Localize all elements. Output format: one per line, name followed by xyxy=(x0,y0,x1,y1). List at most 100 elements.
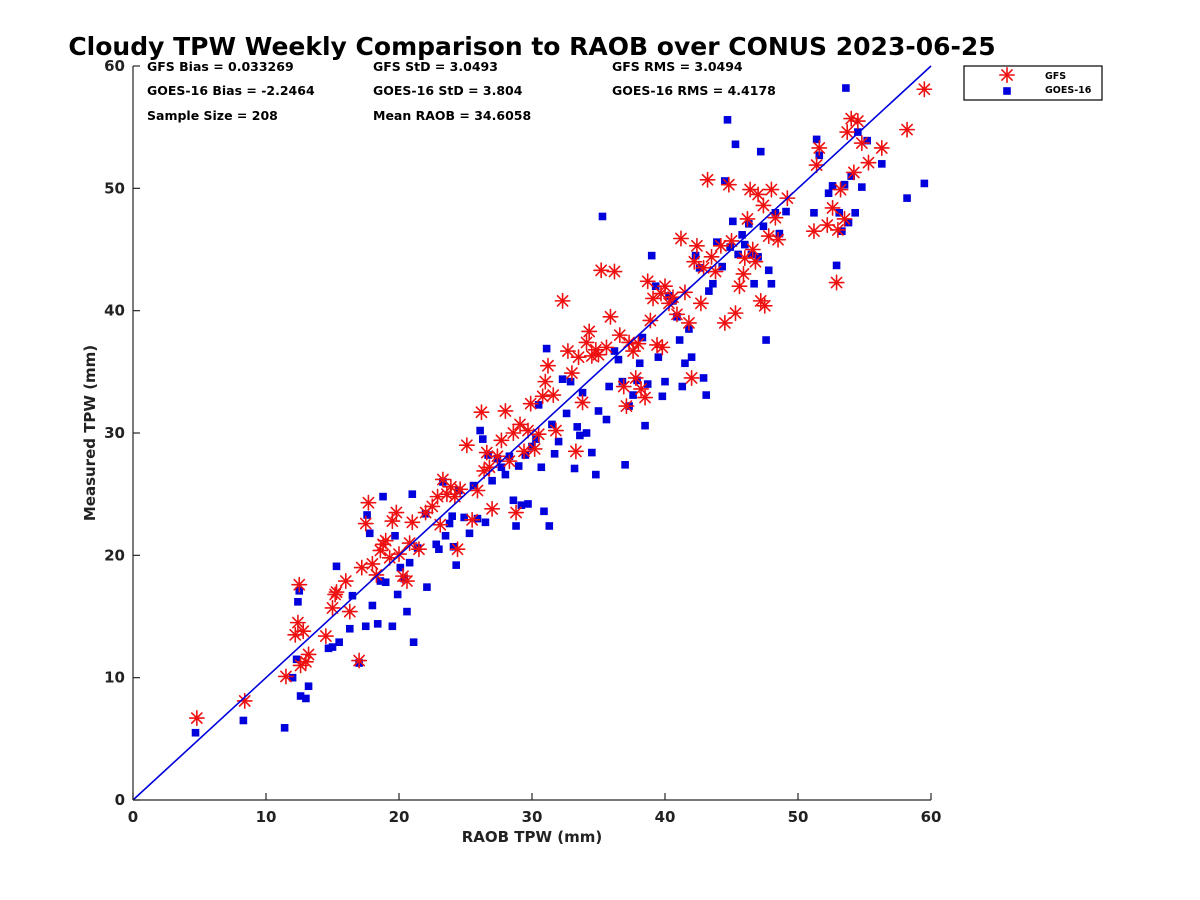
gfs-point xyxy=(401,535,418,552)
goes16-point xyxy=(423,583,431,591)
goes16-point xyxy=(365,529,374,538)
y-axis-label: Measured TPW (mm) xyxy=(81,345,99,521)
goes16-point xyxy=(558,375,567,383)
gfs-point xyxy=(547,422,564,439)
goes16-point xyxy=(920,179,929,188)
legend: GFS GOES-16 xyxy=(963,65,1103,101)
goes16-point xyxy=(651,282,660,290)
gfs-point xyxy=(653,285,670,302)
gfs-point xyxy=(469,482,486,499)
goes16-point xyxy=(532,435,540,443)
goes16-point xyxy=(842,84,850,92)
goes16-point xyxy=(647,251,656,260)
goes16-point xyxy=(478,435,487,443)
gfs-point xyxy=(295,623,312,640)
gfs-point xyxy=(516,443,533,460)
goes16-point xyxy=(403,607,411,616)
gfs-point xyxy=(602,308,619,325)
x-axis-ticks: 0 10 20 30 40 50 60 xyxy=(128,793,941,826)
gfs-point xyxy=(839,124,856,141)
gfs-point xyxy=(695,259,712,276)
goes16-point xyxy=(838,227,846,235)
gfs-point xyxy=(606,263,623,280)
legend-box xyxy=(963,65,1103,101)
goes16-point xyxy=(345,624,354,633)
gfs-point xyxy=(707,263,724,280)
goes16-point xyxy=(448,512,456,520)
gfs-point xyxy=(364,555,381,572)
goes16-point xyxy=(542,344,551,353)
sample-size-text: Sample Size = 208 xyxy=(147,108,278,123)
x-tick-label: 40 xyxy=(655,808,676,826)
goes16-point xyxy=(373,620,382,628)
goes16-point xyxy=(863,136,871,145)
goes16-point xyxy=(280,724,289,732)
gfs-point xyxy=(559,343,576,360)
gfs-point xyxy=(473,404,490,421)
goes16-point xyxy=(767,279,776,288)
goes16-point xyxy=(592,470,600,479)
goes16-point xyxy=(699,374,708,382)
gfs-point xyxy=(489,448,506,465)
gfs-point xyxy=(530,426,547,443)
goes16-point xyxy=(476,426,484,435)
goes16-point xyxy=(452,561,460,569)
gfs-point xyxy=(808,157,825,174)
y-axis-ticks: 0 10 20 30 40 50 60 xyxy=(104,57,140,809)
gfs-point xyxy=(505,424,522,442)
gfs-point xyxy=(432,516,449,533)
y-tick-label: 40 xyxy=(104,302,125,320)
x-tick-label: 10 xyxy=(256,808,277,826)
goes16-point xyxy=(744,220,753,228)
goes16-point xyxy=(858,183,866,191)
goes16-point xyxy=(812,135,821,144)
goes16-point xyxy=(718,262,726,271)
gfs-point xyxy=(404,514,421,531)
goes16-point xyxy=(332,562,341,571)
gfs-point xyxy=(481,459,498,476)
axes: 0 10 20 30 40 50 60 0 10 20 30 40 50 60 xyxy=(104,57,941,826)
gfs-point xyxy=(452,481,469,498)
gfs-point xyxy=(289,614,306,631)
goes16-point xyxy=(324,644,333,653)
gfs-point xyxy=(860,154,877,171)
goes16-point xyxy=(835,209,844,217)
goes16-point xyxy=(661,377,669,386)
gfs-point xyxy=(731,278,748,295)
gfs-point xyxy=(692,295,709,312)
legend-label-gfs: GFS xyxy=(1045,71,1066,82)
goes16-point xyxy=(545,522,554,530)
goes16-point xyxy=(675,336,684,344)
goes16-point xyxy=(379,492,387,501)
gfs-point xyxy=(390,546,408,563)
goes16-bias-text: GOES-16 Bias = -2.2464 xyxy=(147,83,315,98)
goes16-point xyxy=(368,601,377,610)
goes16-point xyxy=(449,542,458,551)
goes16-point xyxy=(481,518,490,527)
gfs-point xyxy=(755,197,772,214)
gfs-point xyxy=(680,314,697,331)
gfs-point xyxy=(763,181,780,198)
gfs-point xyxy=(747,253,764,270)
goes16-point xyxy=(775,229,784,238)
gfs-point xyxy=(828,274,845,291)
goes16-point xyxy=(759,222,768,231)
gfs-point xyxy=(716,314,733,331)
goes16-point xyxy=(687,353,696,361)
gfs-point xyxy=(493,432,510,449)
goes16-point xyxy=(709,279,717,288)
goes16-point xyxy=(854,128,862,136)
goes16-point xyxy=(877,160,886,168)
gfs-point xyxy=(811,139,828,156)
gfs-point xyxy=(449,541,466,558)
gfs-point xyxy=(845,164,862,181)
goes16-point xyxy=(629,391,637,399)
goes16-point xyxy=(517,501,526,509)
gfs-point xyxy=(637,389,654,406)
goes16-std-text: GOES-16 StD = 3.804 xyxy=(373,83,523,98)
gfs-point xyxy=(686,253,703,270)
gfs-point xyxy=(360,494,377,511)
goes16-point xyxy=(573,423,582,431)
goes16-point xyxy=(294,598,302,606)
